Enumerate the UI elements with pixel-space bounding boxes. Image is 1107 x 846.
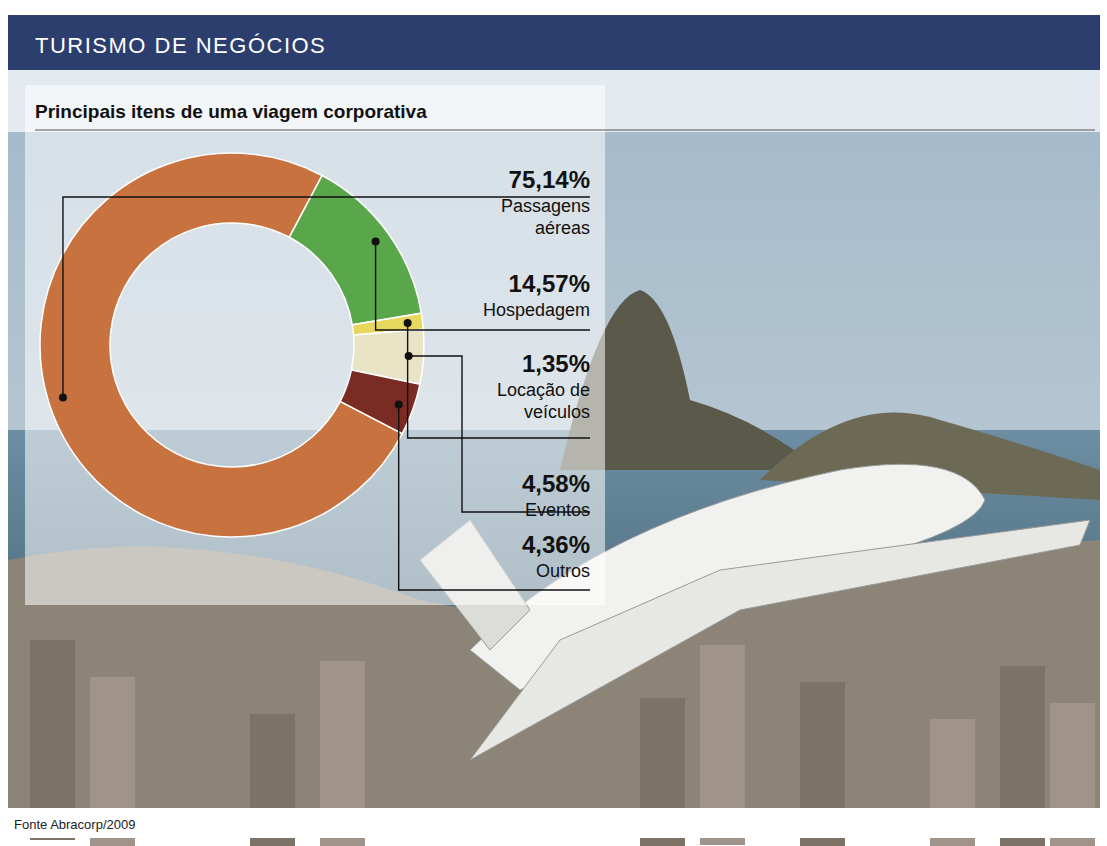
value-label: 4,58% [522, 470, 590, 497]
category-line: aéreas [535, 218, 590, 238]
category-label: Locação deveículos [497, 380, 590, 422]
value-label: 14,57% [509, 270, 590, 297]
leader-line [409, 356, 590, 512]
category-line: Outros [536, 561, 590, 581]
chart-canvas: TURISMO DE NEGÓCIOS Principais itens de u… [0, 0, 1107, 846]
title-band [8, 70, 1100, 132]
header: TURISMO DE NEGÓCIOS [35, 33, 326, 58]
labels: 75,14% Passagensaéreas 14,57% Hospedagem 1,3… [483, 166, 590, 581]
category-line: Hospedagem [483, 300, 590, 320]
leader-dot [404, 319, 412, 327]
leaders [59, 197, 590, 590]
category-line: veículos [524, 402, 590, 422]
category-label: Eventos [525, 500, 590, 520]
leader-dot [405, 352, 413, 360]
title-rule [35, 130, 1095, 131]
slice [289, 175, 421, 324]
airplane-wing [470, 520, 1090, 760]
chart-panel [25, 85, 605, 605]
donut [40, 153, 424, 537]
leader-dot [395, 401, 403, 409]
leader-line [63, 197, 590, 397]
source-band [8, 808, 1100, 838]
source: Fonte Abracorp/2009 [14, 817, 135, 832]
category-label: Hospedagem [483, 300, 590, 320]
background-sky [8, 15, 1100, 815]
leader-dot [372, 238, 380, 246]
category-line: Passagens [501, 196, 590, 216]
title: Principais itens de uma viagem corporati… [35, 101, 427, 122]
leader-line [399, 405, 590, 590]
value-label: 1,35% [522, 350, 590, 377]
value-label: 75,14% [509, 166, 590, 193]
leader-line [408, 323, 590, 438]
leader-dot [59, 393, 67, 401]
category-label: Passagensaéreas [501, 196, 590, 238]
leader-line [376, 242, 590, 330]
category-line: Eventos [525, 500, 590, 520]
header-band [8, 15, 1100, 70]
category-line: Locação de [497, 380, 590, 400]
category-label: Outros [536, 561, 590, 581]
value-label: 4,36% [522, 531, 590, 558]
